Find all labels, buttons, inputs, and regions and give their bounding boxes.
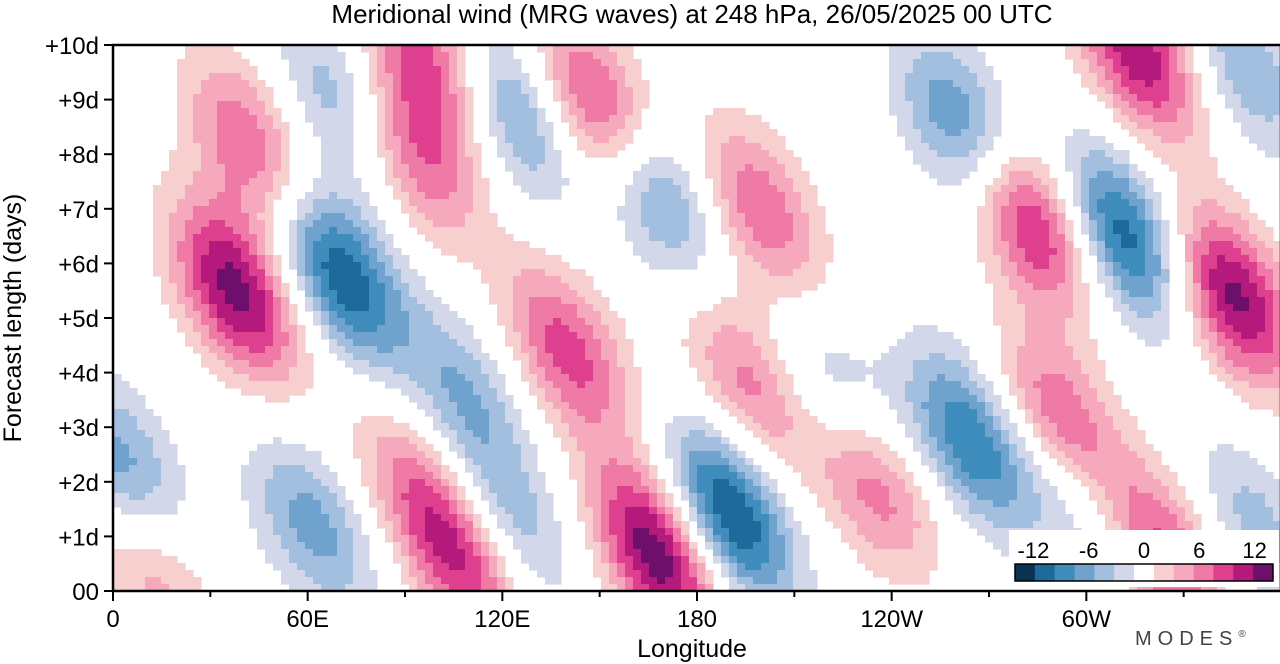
colorbar-swatch (1253, 564, 1274, 581)
y-axis: 00 +1d +2d +3d +4d +5d +6d +7d +8d +9d +10d (45, 33, 113, 606)
colorbar-swatch (1193, 564, 1214, 581)
colorbar-tick-label: 6 (1193, 538, 1205, 563)
colorbar-swatch (1094, 564, 1115, 581)
y-tick-label: +4d (58, 361, 99, 388)
x-axis-label: Longitude (637, 635, 747, 663)
colorbar-swatch (1213, 564, 1234, 581)
colorbar-tick-label: -12 (1018, 538, 1050, 563)
y-tick-label: +9d (58, 88, 99, 115)
x-tick-label: 60W (1062, 606, 1112, 633)
colorbar-tick-label: -6 (1079, 538, 1099, 563)
y-axis-label: Forecast length (days) (0, 194, 27, 443)
y-tick-label: +1d (58, 524, 99, 551)
colorbar: -12 -6 0 6 12 (1009, 530, 1279, 587)
y-tick-label: +10d (45, 33, 99, 60)
x-axis: 0 60E 120E 180 120W 60W (106, 591, 1185, 633)
colorbar-tick-label: 0 (1138, 538, 1150, 563)
colorbar-tick-label: 12 (1242, 538, 1266, 563)
colorbar-swatch (1173, 564, 1195, 581)
y-tick-label: +8d (58, 142, 99, 169)
colorbar-swatch (1114, 564, 1135, 581)
y-tick-label: 00 (72, 579, 99, 606)
x-tick-label: 60E (286, 606, 329, 633)
colorbar-swatch (1054, 564, 1076, 581)
y-tick-label: +5d (58, 306, 99, 333)
colorbar-swatch (1034, 564, 1056, 581)
plot-area (111, 43, 1280, 593)
y-tick-label: +3d (58, 415, 99, 442)
modes-logo: MODES® (1135, 628, 1252, 650)
x-tick-label: 180 (677, 606, 717, 633)
x-tick-label: 120W (860, 606, 923, 633)
x-tick-label: 0 (106, 606, 119, 633)
chart-title: Meridional wind (MRG waves) at 248 hPa, … (331, 0, 1052, 29)
colorbar-swatch (1134, 564, 1155, 581)
y-tick-label: +7d (58, 197, 99, 224)
colorbar-swatch (1074, 564, 1095, 581)
colorbar-swatch (1153, 564, 1175, 581)
y-tick-label: +2d (58, 470, 99, 497)
wind-field (113, 45, 1280, 591)
colorbar-swatch (1233, 564, 1254, 581)
colorbar-swatch (1015, 564, 1036, 581)
x-tick-label: 120E (474, 606, 530, 633)
colorbar-frame (1014, 563, 1274, 582)
y-tick-label: +6d (58, 251, 99, 278)
